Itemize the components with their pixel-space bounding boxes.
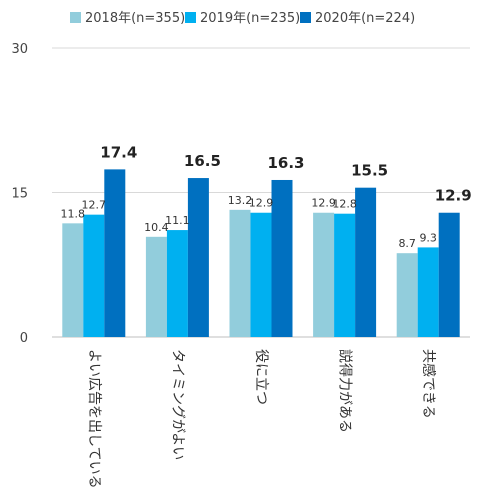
value-label-2-0: 13.2 (228, 194, 253, 207)
bar-0-0 (62, 223, 84, 337)
category-label-1: タイミングがよい (169, 349, 185, 460)
bar-4-2 (438, 212, 460, 337)
category-label-4: 共感できる (420, 349, 437, 419)
value-label-3-1: 12.8 (332, 198, 357, 211)
legend: 2018年(n=355) 2019年(n=235) 2020年(n=224) (70, 11, 415, 26)
bar-0-2 (104, 169, 126, 337)
value-label-2-2: 16.3 (267, 154, 304, 172)
y-tick-label: 30 (11, 42, 28, 57)
bar-0-1 (83, 214, 105, 337)
bar-2-1 (250, 212, 272, 337)
category-label-2: 役に立つ (253, 349, 269, 405)
legend-swatch-1 (185, 12, 196, 23)
category-label-0: よい広告を出している (86, 349, 102, 489)
bar-3-0 (313, 212, 335, 337)
value-label-0-0: 11.8 (61, 207, 86, 220)
bars (62, 169, 460, 337)
value-label-4-0: 8.7 (398, 237, 416, 250)
legend-swatch-2 (300, 12, 311, 23)
bar-4-0 (396, 253, 418, 337)
legend-label-1: 2019年(n=235) (200, 11, 300, 26)
bar-1-2 (187, 178, 209, 337)
category-labels: よい広告を出している タイミングがよい 役に立つ 説得力がある 共感できる (86, 349, 437, 489)
bar-1-1 (166, 230, 188, 337)
bar-2-2 (271, 179, 293, 337)
y-tick-label: 15 (11, 187, 28, 202)
value-label-4-1: 9.3 (419, 231, 437, 244)
value-label-3-0: 12.9 (311, 197, 336, 210)
value-label-2-1: 12.9 (249, 197, 274, 210)
legend-swatch-0 (70, 12, 81, 23)
bar-1-0 (145, 236, 167, 337)
y-tick-label: 0 (20, 331, 28, 346)
value-label-1-2: 16.5 (184, 152, 221, 170)
value-labels: 11.812.717.410.411.116.513.212.916.312.9… (61, 143, 472, 250)
value-label-3-2: 15.5 (351, 162, 388, 180)
value-label-0-1: 12.7 (82, 199, 107, 212)
legend-label-2: 2020年(n=224) (315, 11, 415, 26)
bar-4-1 (417, 247, 439, 337)
bar-3-2 (355, 187, 377, 337)
bar-3-1 (334, 213, 356, 337)
value-label-0-2: 17.4 (100, 143, 137, 161)
value-label-4-2: 12.9 (435, 187, 472, 205)
value-label-1-0: 10.4 (144, 221, 169, 234)
legend-label-0: 2018年(n=355) (85, 11, 185, 26)
value-label-1-1: 11.1 (165, 214, 190, 227)
category-label-3: 説得力がある (337, 349, 354, 433)
bar-2-0 (229, 209, 251, 337)
